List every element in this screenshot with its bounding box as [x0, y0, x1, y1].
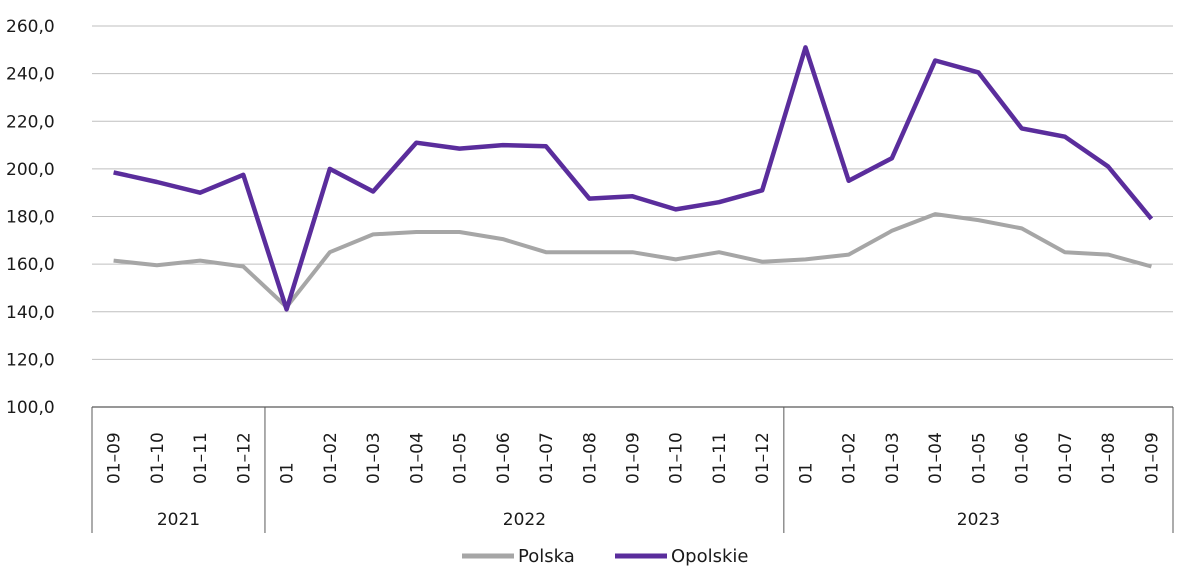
- y-tick-label: 100,0: [6, 398, 55, 418]
- y-tick-label: 200,0: [6, 160, 55, 180]
- year-label: 2021: [157, 510, 200, 530]
- x-tick-label: 01–02: [321, 432, 341, 484]
- legend: Polska Opolskie: [462, 546, 748, 567]
- y-tick-label: 140,0: [6, 303, 55, 323]
- gridlines: [92, 25, 1173, 360]
- series-lines: [113, 45, 1154, 312]
- x-tick-label: 01–02: [840, 432, 860, 484]
- x-tick-label: 01–12: [753, 432, 773, 484]
- y-tick-label: 260,0: [6, 17, 55, 37]
- x-axis: 01–09 01–10 01–11 01–12 01 01–02 01–03 01–04 01–…: [91, 406, 1174, 533]
- x-tick-label: 01–12: [234, 432, 254, 484]
- x-tick-label: 01–08: [1099, 432, 1119, 484]
- x-tick-label: 01–08: [580, 432, 600, 484]
- x-tick-label: 01–05: [969, 432, 989, 484]
- x-tick-label: 01–09: [624, 432, 644, 484]
- x-tick-label: 01–11: [191, 432, 211, 484]
- x-tick-label: 01–06: [1013, 432, 1033, 484]
- x-tick-label: 01–10: [148, 432, 168, 484]
- x-tick-label: 01–07: [537, 432, 557, 484]
- y-tick-label: 120,0: [6, 350, 55, 370]
- x-tick-label: 01–06: [494, 432, 514, 484]
- year-label: 2023: [957, 510, 1000, 530]
- x-tick-label: 01–07: [1056, 432, 1076, 484]
- legend-label: Polska: [518, 546, 575, 567]
- x-tick-label: 01–11: [710, 432, 730, 484]
- x-tick-label: 01: [278, 462, 298, 484]
- x-tick-label: 01–09: [1142, 432, 1162, 484]
- x-tick-label: 01–03: [883, 432, 903, 484]
- y-tick-label: 160,0: [6, 255, 55, 275]
- y-tick-label: 180,0: [6, 208, 55, 228]
- x-tick-label: 01–10: [667, 432, 687, 484]
- x-tick-label: 01–04: [407, 432, 427, 484]
- x-tick-label: 01–03: [364, 432, 384, 484]
- y-tick-label: 220,0: [6, 112, 55, 132]
- y-axis: 100,0 120,0 140,0 160,0 180,0 200,0 220,0 240,0…: [6, 17, 55, 418]
- legend-label: Opolskie: [671, 546, 748, 567]
- y-tick-label: 240,0: [6, 65, 55, 85]
- series-line-opolskie: [113, 45, 1154, 312]
- x-tick-label: 01–05: [451, 432, 471, 484]
- year-label: 2022: [503, 510, 546, 530]
- x-tick-label: 01–04: [926, 432, 946, 484]
- x-tick-label: 01: [796, 462, 816, 484]
- x-tick-label: 01–09: [105, 432, 125, 484]
